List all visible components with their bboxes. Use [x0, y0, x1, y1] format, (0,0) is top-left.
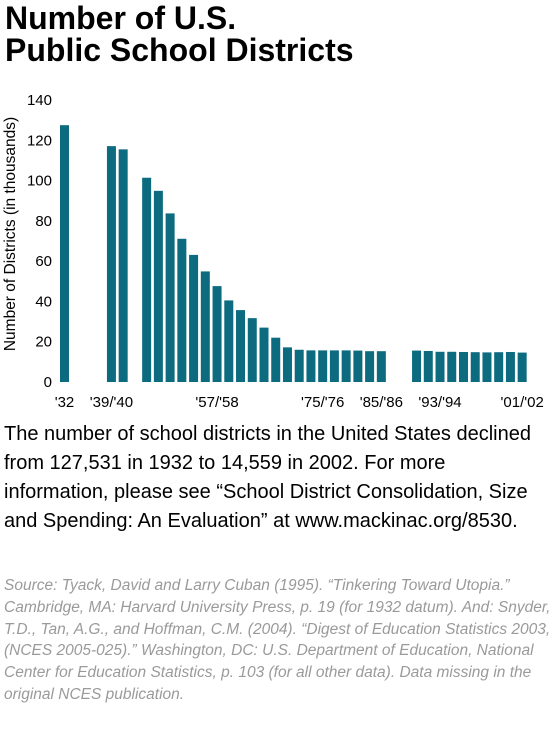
y-tick-label: 140: [27, 92, 52, 109]
bar: [412, 350, 422, 382]
bar: [341, 350, 351, 382]
bar: [236, 310, 246, 382]
x-tick-label: '75/'76: [301, 394, 344, 410]
bar: [142, 177, 152, 382]
bar: [423, 350, 433, 382]
bar: [306, 350, 316, 382]
y-tick-label: 20: [35, 334, 52, 351]
chart-description: The number of school districts in the Un…: [4, 423, 531, 532]
bar-chart: Number of Districts (in thousands) 0 20 40…: [2, 92, 544, 410]
bar: [177, 238, 187, 382]
source-note: Source: Tyack, David and Larry Cuban (19…: [4, 577, 551, 703]
bars: [60, 125, 527, 383]
y-tick-labels: 0 20 40 60 80 100 120 140: [27, 92, 52, 391]
x-tick-labels: '32 '39/'40 '57/'58 '75/'76 '85/'86 '93/'94 '0…: [55, 394, 544, 410]
bar: [376, 351, 386, 382]
chart-title-line-2: Public School Districts: [5, 32, 354, 68]
x-tick-label: '93/'94: [418, 394, 461, 410]
x-tick-label: '57/'58: [195, 394, 238, 410]
bar: [447, 351, 457, 382]
bar: [212, 286, 222, 382]
bar: [494, 352, 504, 382]
chart-title: Number of U.S. Public School Districts: [5, 2, 550, 66]
x-tick-label: '32: [55, 394, 75, 410]
bar: [365, 351, 375, 382]
bar: [470, 352, 480, 382]
x-tick-label: '85/'86: [360, 394, 403, 410]
bar: [189, 254, 199, 382]
bar: [259, 327, 269, 382]
bar: [271, 337, 281, 382]
y-tick-label: 100: [27, 173, 52, 190]
bar: [165, 213, 175, 382]
x-tick-label: '01/'02: [501, 394, 544, 410]
bar: [118, 149, 128, 382]
y-tick-label: 60: [35, 253, 52, 270]
bar: [435, 351, 445, 382]
bar: [60, 125, 69, 383]
bar: [318, 350, 328, 382]
bar: [482, 352, 492, 382]
y-axis-label: Number of Districts (in thousands): [2, 117, 19, 351]
bar: [282, 347, 292, 382]
bar: [200, 271, 210, 382]
bar: [458, 351, 468, 382]
bar: [294, 349, 304, 382]
y-tick-label: 0: [44, 374, 52, 391]
bar: [505, 351, 515, 382]
y-tick-label: 80: [35, 213, 52, 230]
y-tick-label: 120: [27, 132, 52, 149]
bar: [247, 318, 257, 382]
bar: [224, 300, 234, 382]
bar: [517, 352, 527, 382]
bar: [106, 146, 116, 382]
bar: [353, 350, 363, 382]
chart-title-line-1: Number of U.S.: [5, 0, 237, 36]
y-tick-label: 40: [35, 293, 52, 310]
x-tick-label: '39/'40: [90, 394, 133, 410]
bar: [153, 190, 163, 382]
bar: [329, 350, 339, 382]
